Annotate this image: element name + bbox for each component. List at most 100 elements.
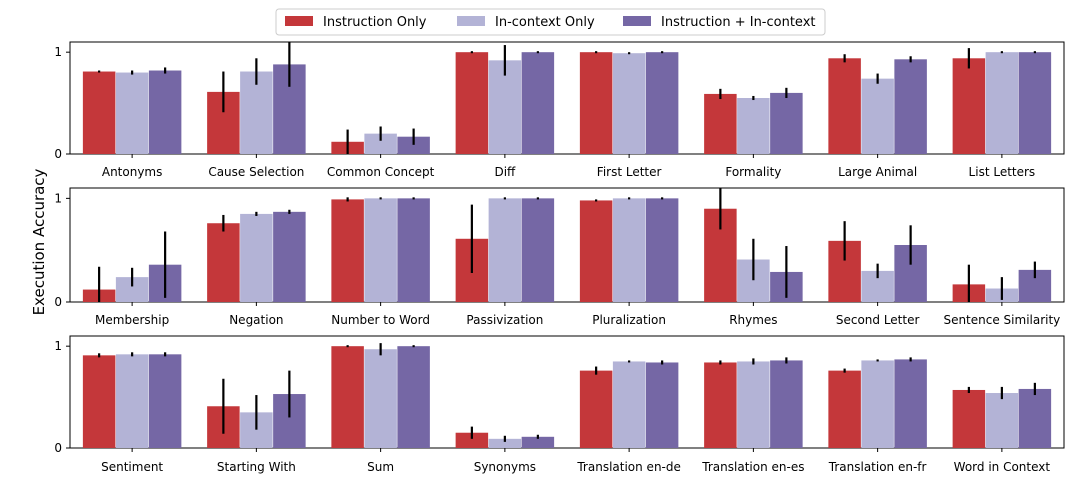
bar-translation-en-es-instruction-in-context <box>770 360 803 448</box>
legend-swatch-in-context-only <box>457 16 485 26</box>
legend-label-instruction-only: Instruction Only <box>323 15 427 30</box>
bar-synonyms-instruction-only <box>455 432 489 448</box>
bar-common-concept-in-context-only <box>364 133 397 154</box>
bar-passivization-in-context-only <box>488 198 522 302</box>
bar-antonyms-instruction-only <box>82 71 116 154</box>
bar-number-to-word-in-context-only <box>364 198 397 302</box>
bar-diff-instruction-only <box>455 52 489 154</box>
bar-sum-instruction-in-context <box>397 346 430 448</box>
bar-first-letter-instruction-only <box>579 52 613 154</box>
bar-translation-en-fr-instruction-in-context <box>894 359 927 448</box>
panel-2-frame <box>69 187 1065 303</box>
bar-translation-en-fr-instruction-only <box>828 370 861 448</box>
x-tick-label-sum: Sum <box>367 460 394 474</box>
x-tick-label-cause-selection: Cause Selection <box>208 165 304 179</box>
legend-swatch-instruction-only <box>285 16 313 26</box>
bar-word-in-context-instruction-in-context <box>1018 388 1052 448</box>
bar-number-to-word-instruction-only <box>331 199 364 302</box>
y-tick-label: 1 <box>54 45 62 59</box>
x-tick-label-word-in-context: Word in Context <box>954 460 1051 474</box>
bar-pluralization-instruction-in-context <box>645 198 679 302</box>
x-tick-label-list-letters: List Letters <box>969 165 1036 179</box>
x-tick-label-translation-en-fr: Translation en-fr <box>828 460 927 474</box>
bar-synonyms-in-context-only <box>488 438 522 448</box>
bar-large-animal-instruction-only <box>828 58 861 154</box>
legend-box <box>275 8 826 36</box>
x-tick-label-large-animal: Large Animal <box>838 165 917 179</box>
bar-negation-in-context-only <box>240 213 273 302</box>
legend-label-instruction-in-context: Instruction + In-context <box>661 15 816 30</box>
panel-1-frame <box>69 41 1065 155</box>
x-tick-label-first-letter: First Letter <box>597 165 662 179</box>
bar-sum-instruction-only <box>331 346 364 448</box>
bar-translation-en-fr-in-context-only <box>861 360 894 448</box>
y-axis-label: Execution Accuracy <box>30 168 48 315</box>
bar-formality-in-context-only <box>737 98 770 154</box>
x-tick-label-rhymes: Rhymes <box>729 313 777 327</box>
bar-sentiment-instruction-in-context <box>148 354 182 448</box>
x-tick-label-negation: Negation <box>229 313 283 327</box>
bar-antonyms-instruction-in-context <box>148 70 182 154</box>
y-tick-label: 0 <box>54 441 62 455</box>
x-tick-label-common-concept: Common Concept <box>327 165 435 179</box>
panel-3-frame <box>69 335 1065 449</box>
bar-list-letters-instruction-only <box>952 58 986 154</box>
x-tick-label-formality: Formality <box>725 165 781 179</box>
x-tick-label-sentiment: Sentiment <box>101 460 163 474</box>
x-tick-label-number-to-word: Number to Word <box>331 313 430 327</box>
panel-3: 0 1 Sentiment Starting With Sum Synonyms Trans… <box>54 335 1065 474</box>
bar-sentiment-in-context-only <box>115 354 149 448</box>
panel-1: 0 1 Antonyms Cause Selection Common Concept D… <box>54 41 1065 179</box>
x-tick-label-pluralization: Pluralization <box>592 313 666 327</box>
bar-first-letter-in-context-only <box>612 53 646 155</box>
bar-list-letters-instruction-in-context <box>1018 52 1052 154</box>
x-tick-label-translation-en-de: Translation en-de <box>576 460 681 474</box>
bar-antonyms-in-context-only <box>115 72 149 154</box>
bar-negation-instruction-in-context <box>273 211 306 302</box>
bar-translation-en-de-in-context-only <box>612 361 646 448</box>
bar-first-letter-instruction-in-context <box>645 52 679 154</box>
x-tick-label-translation-en-es: Translation en-es <box>701 460 804 474</box>
legend: Instruction Only In-context Only Instructi… <box>275 8 826 36</box>
bar-pluralization-in-context-only <box>612 198 646 302</box>
bar-negation-instruction-only <box>207 223 240 302</box>
x-tick-label-passivization: Passivization <box>466 313 543 327</box>
bar-passivization-instruction-in-context <box>521 198 555 302</box>
y-tick-label: 1 <box>54 191 62 205</box>
bar-sum-in-context-only <box>364 349 397 448</box>
legend-label-in-context-only: In-context Only <box>495 15 595 30</box>
panel-2: 0 1 Membership Negation Number to Word Passiv… <box>54 187 1065 327</box>
chart-panels: 0 1 Antonyms Cause Selection Common Concept D… <box>54 41 1065 474</box>
x-tick-label-synonyms: Synonyms <box>474 460 536 474</box>
x-tick-label-second-letter: Second Letter <box>836 313 920 327</box>
bar-list-letters-in-context-only <box>985 52 1019 154</box>
bar-diff-in-context-only <box>488 60 522 155</box>
x-tick-label-antonyms: Antonyms <box>102 165 163 179</box>
bar-formality-instruction-in-context <box>770 92 803 154</box>
x-tick-label-sentence-similarity: Sentence Similarity <box>943 313 1060 327</box>
bar-synonyms-instruction-in-context <box>521 436 555 448</box>
bar-translation-en-de-instruction-only <box>579 370 613 448</box>
bar-large-animal-in-context-only <box>861 78 894 154</box>
bar-translation-en-de-instruction-in-context <box>645 362 679 448</box>
bar-word-in-context-instruction-only <box>952 389 986 448</box>
bar-pluralization-instruction-only <box>579 200 613 302</box>
y-tick-label: 0 <box>54 147 62 161</box>
bar-large-animal-instruction-in-context <box>894 59 927 154</box>
bar-sentiment-instruction-only <box>82 355 116 448</box>
legend-swatch-instruction-in-context <box>623 16 651 26</box>
bar-word-in-context-in-context-only <box>985 393 1019 448</box>
x-tick-label-membership: Membership <box>95 313 169 327</box>
x-tick-label-diff: Diff <box>494 165 516 179</box>
bar-formality-instruction-only <box>704 93 737 154</box>
bar-translation-en-es-instruction-only <box>704 362 737 448</box>
y-tick-label: 0 <box>54 295 62 309</box>
bar-number-to-word-instruction-in-context <box>397 198 430 302</box>
bar-cause-selection-in-context-only <box>240 71 273 154</box>
bar-translation-en-es-in-context-only <box>737 361 770 448</box>
x-tick-label-starting-with: Starting With <box>217 460 296 474</box>
bar-diff-instruction-in-context <box>521 52 555 154</box>
bar-common-concept-instruction-in-context <box>397 136 430 154</box>
y-tick-label: 1 <box>54 339 62 353</box>
